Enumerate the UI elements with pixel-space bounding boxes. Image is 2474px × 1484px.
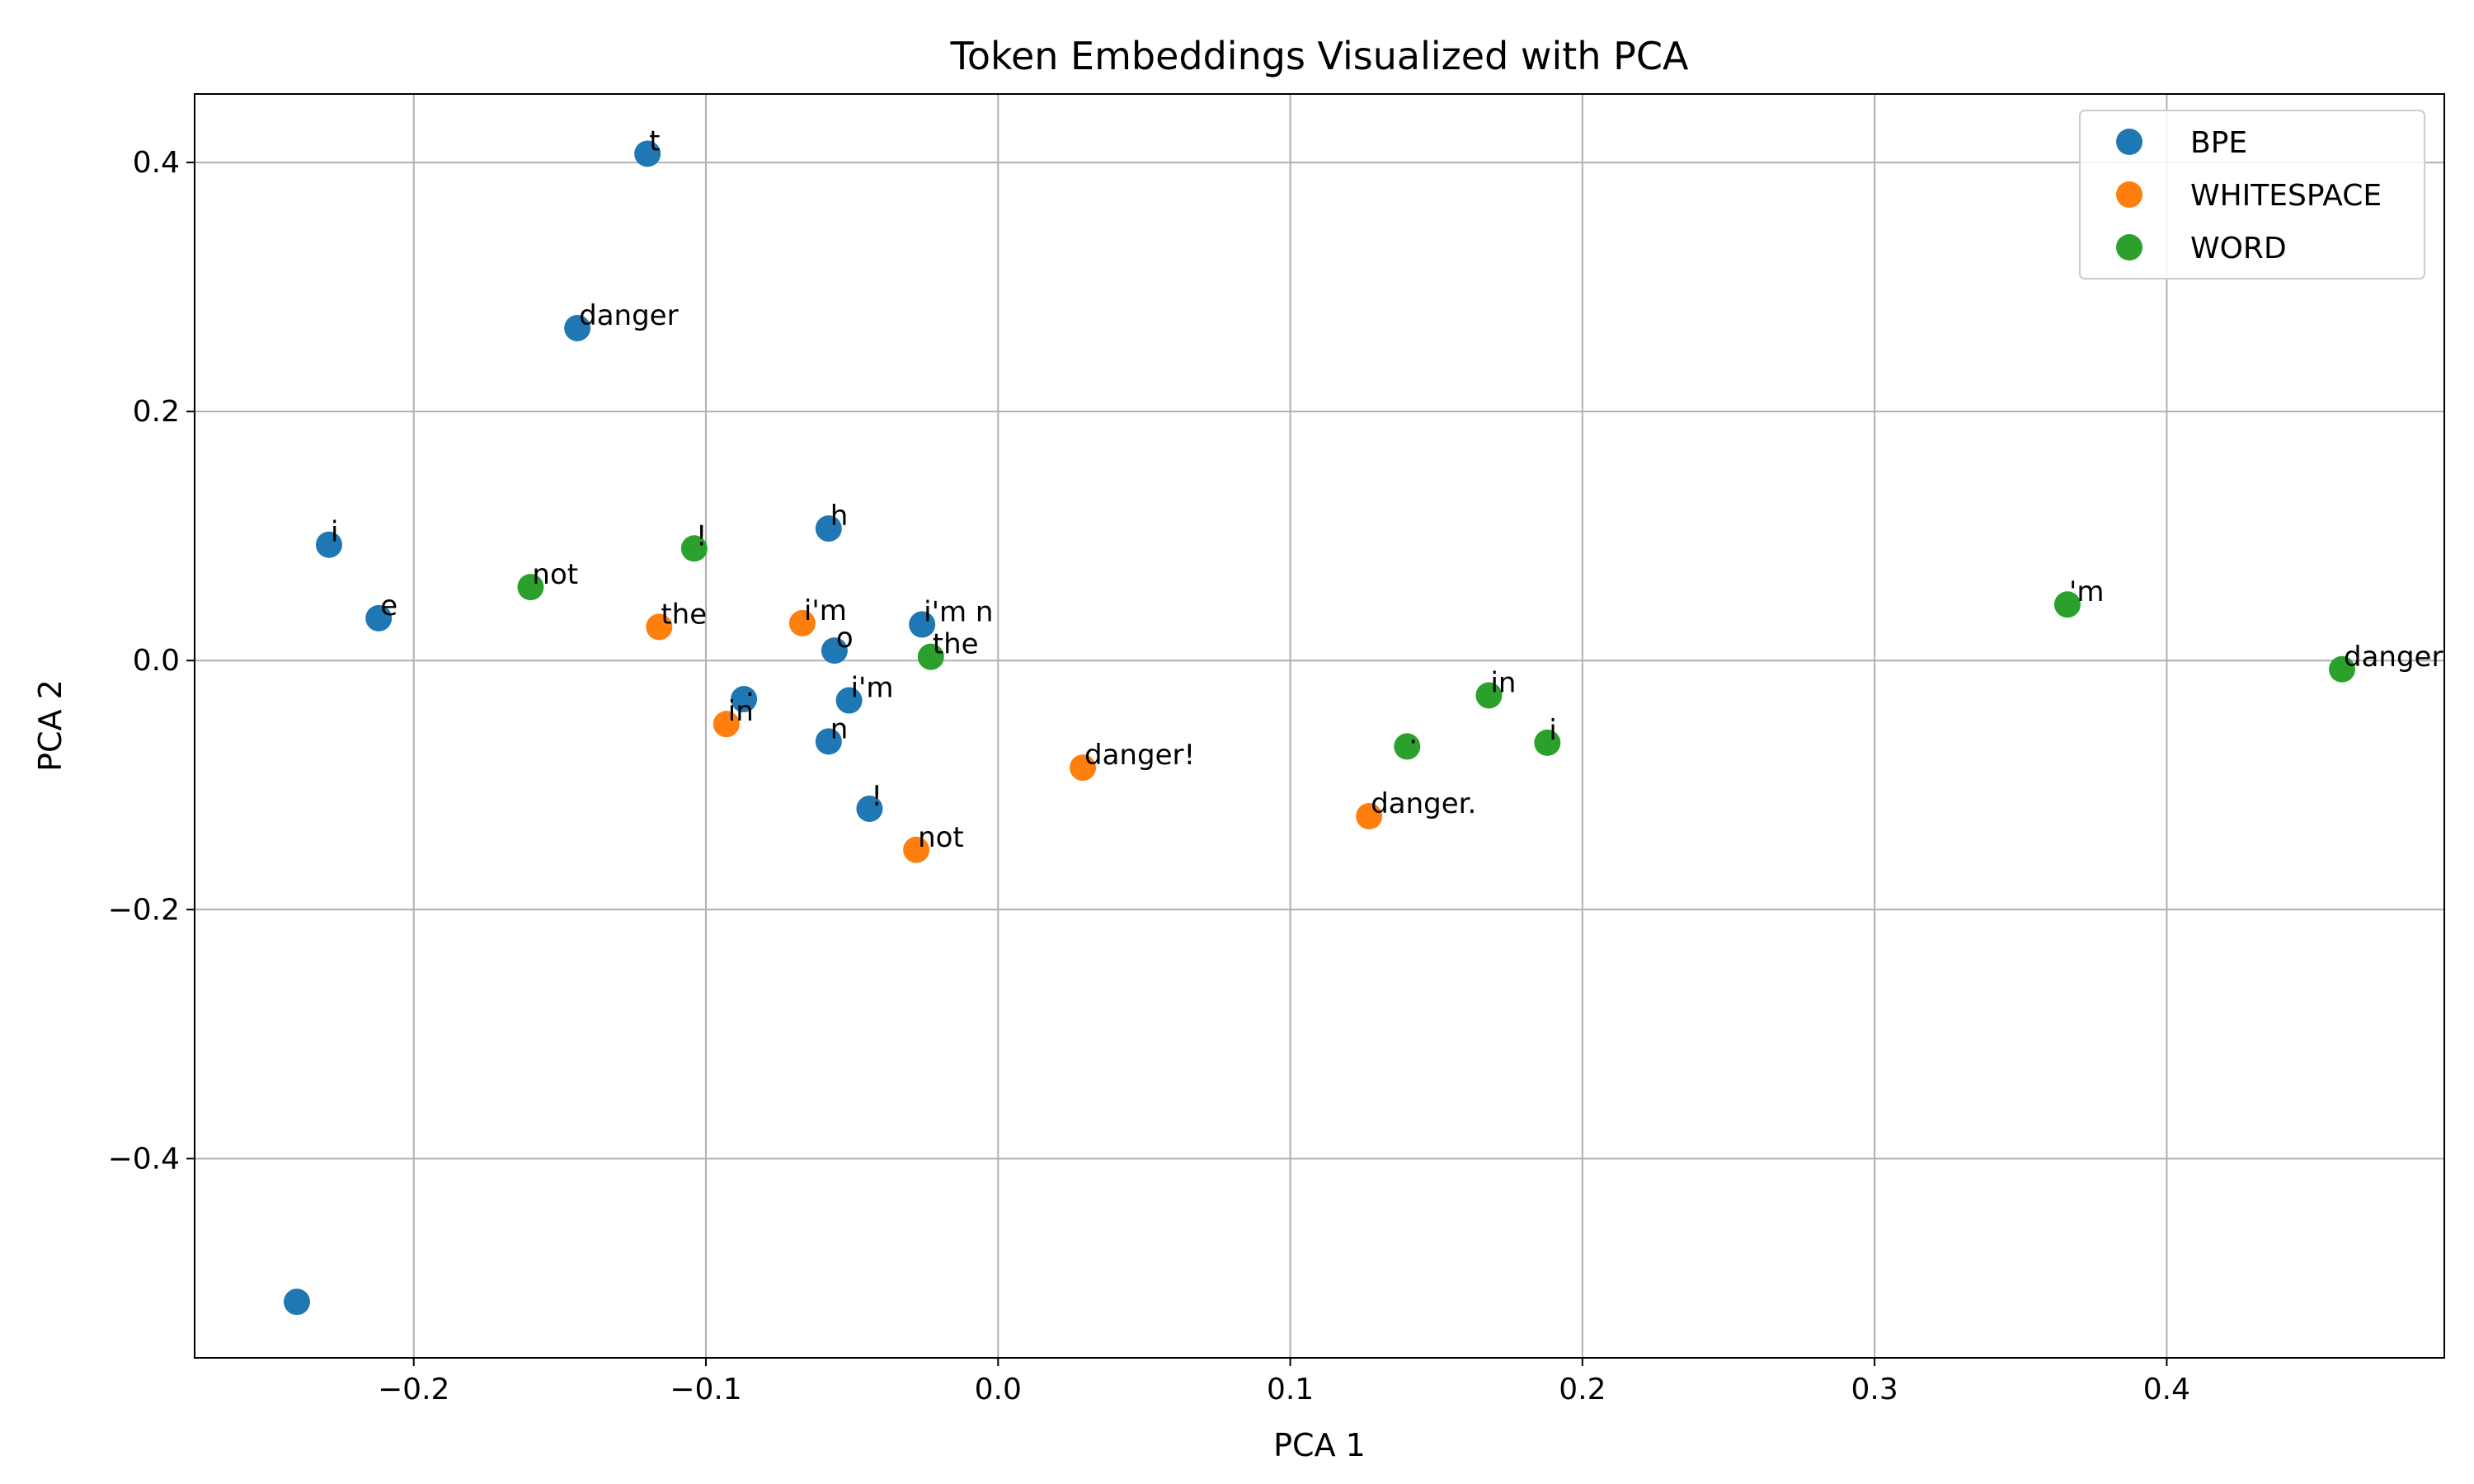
point-word [1394,733,1421,760]
point-label: e [380,589,397,622]
x-axis-label: PCA 1 [1273,1427,1366,1463]
x-axis-ticks: −0.2 −0.1 0.0 0.1 0.2 0.3 0.4 [378,1358,2190,1407]
point-bpe [365,604,393,632]
legend-label: WORD [2190,232,2287,265]
point-whitespace [646,613,673,641]
point-label: i'm n [924,595,993,628]
legend-label: BPE [2190,126,2247,160]
point-label: in [1490,666,1516,699]
legend-label: WHITESPACE [2190,179,2382,213]
y-axis-ticks: 0.4 0.2 0.0 −0.2 −0.4 [108,146,195,1176]
point-whitespace [1070,754,1097,782]
point-label: the [661,598,707,631]
legend-marker-bpe [2116,129,2142,155]
x-tick-label: 0.1 [1267,1373,1314,1407]
point-label: n [830,712,849,745]
point-word [2329,655,2355,683]
y-tick-label: −0.4 [108,1142,180,1176]
plot-area [195,94,2444,1358]
chart-title: Token Embeddings Visualized with PCA [950,34,1689,78]
plot-frame [194,93,2445,1359]
point-bpe [634,140,661,167]
legend: BPE WHITESPACE WORD [2079,110,2425,279]
point-label: the [933,628,979,661]
point-word [517,574,544,601]
point-bpe [835,687,863,714]
point-label: ! [871,780,882,813]
point-label: not [918,821,964,854]
point-label: . [745,670,755,703]
point-label: o [836,622,854,655]
data-points [284,140,2355,1316]
point-word [680,535,708,562]
point-bpe [731,686,758,713]
point-bpe [815,515,842,542]
x-tick-label: −0.1 [670,1373,741,1407]
point-whitespace [903,836,930,863]
x-tick-label: 0.4 [2143,1373,2190,1407]
x-tick-label: 0.0 [975,1373,1022,1407]
x-tick-label: −0.2 [378,1373,449,1407]
point-label: danger [579,299,678,332]
grid-lines [195,94,2444,1358]
point-label: . [1409,717,1418,750]
point-label: ! [696,519,708,552]
y-tick-label: 0.0 [133,644,180,678]
y-tick-label: 0.4 [133,146,180,180]
point-bpe [564,314,591,341]
point-label: i [1549,714,1556,747]
y-tick-label: 0.2 [133,395,180,429]
y-axis-label: PCA 2 [32,679,68,772]
point-label: i'm [851,672,894,705]
point-word [1534,729,1561,756]
legend-box [2079,110,2425,279]
point-label: in [728,695,754,728]
point-word [2053,591,2081,618]
x-tick-label: 0.3 [1851,1373,1898,1407]
point-label: danger. [1371,787,1476,820]
y-tick-label: −0.2 [108,893,180,927]
point-bpe [909,611,936,638]
point-bpe [856,795,883,822]
legend-marker-word [2116,234,2142,261]
point-word [1475,682,1503,709]
point-label: danger! [1084,739,1195,772]
point-label: t [649,124,660,157]
point-label: not [532,558,578,591]
point-bpe [315,531,342,558]
point-label: h [830,500,849,533]
point-label: i'm [804,594,847,627]
point-word [917,643,944,670]
point-bpe [821,637,848,665]
point-whitespace [788,609,816,636]
point-label: i [331,516,338,549]
point-whitespace [713,711,740,738]
x-tick-label: 0.2 [1559,1373,1606,1407]
point-label: danger [2344,641,2443,674]
point-label: 'm [2069,575,2104,608]
point-bpe [815,728,842,755]
point-whitespace [1356,803,1383,829]
legend-marker-whitespace [2116,181,2142,208]
point-bpe [284,1289,310,1316]
